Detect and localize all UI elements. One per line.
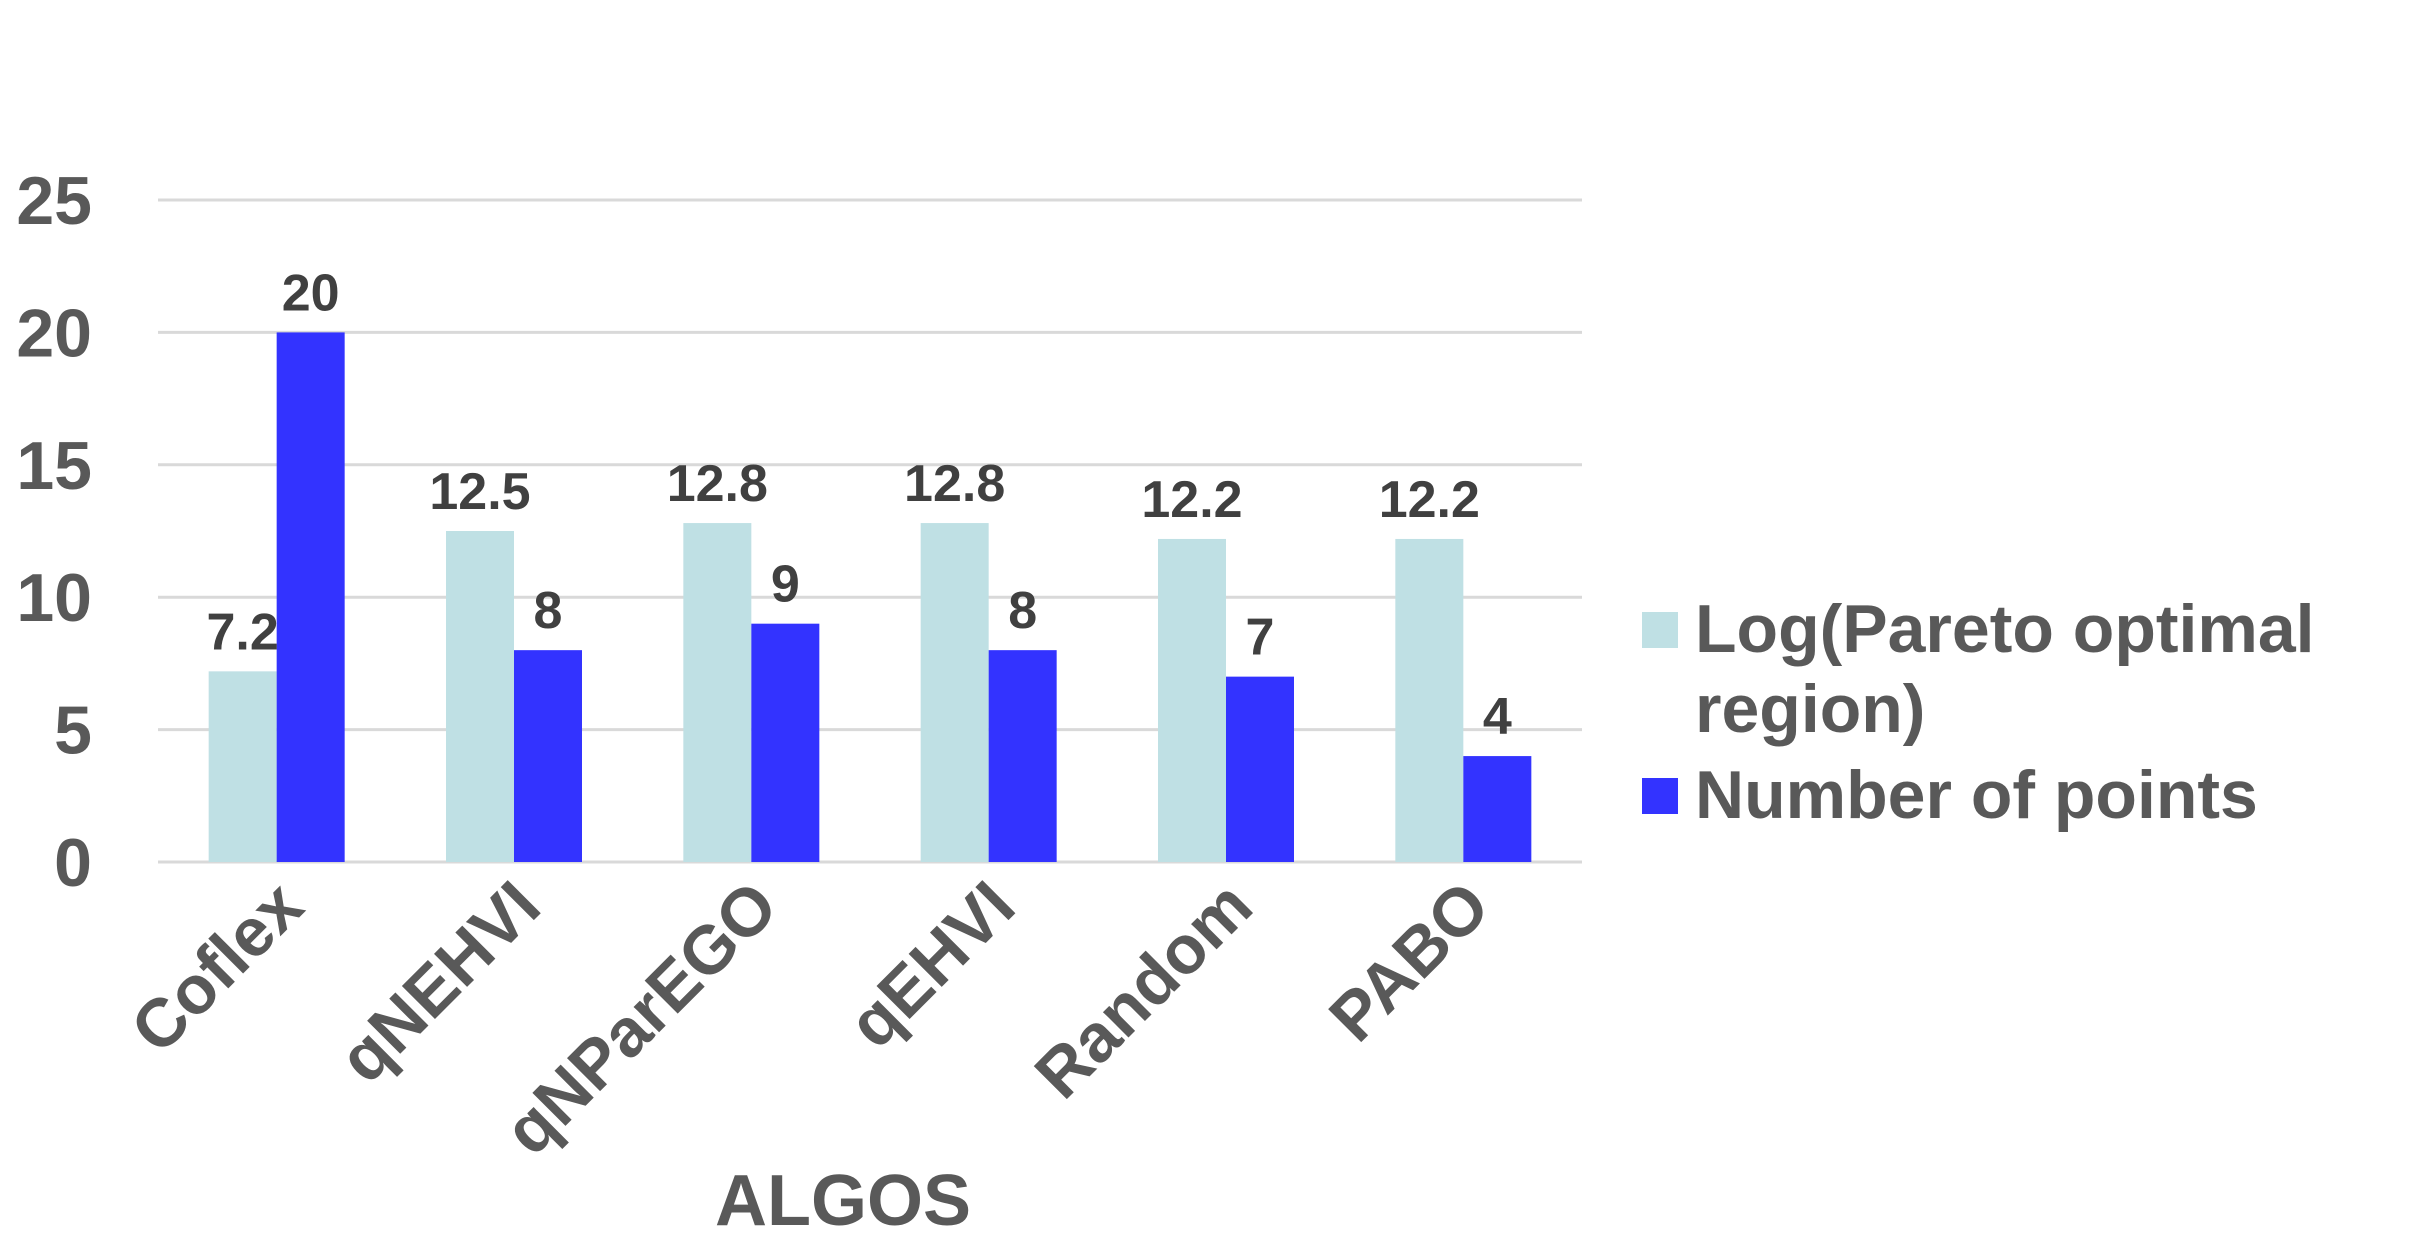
bar-log-pareto-qnehvi [446, 531, 514, 862]
x-tick-label: PABO [1315, 867, 1504, 1056]
bar-num-points-coflex [276, 332, 345, 862]
bar-log-pareto-coflex [208, 671, 277, 862]
legend-swatch-log-pareto [1642, 612, 1678, 648]
bar-log-pareto-qnparego [683, 523, 752, 862]
x-tick-label: qEHVI [834, 867, 1029, 1062]
x-axis-title: ALGOS [715, 1161, 971, 1241]
x-tick-label: Random [1021, 867, 1267, 1113]
data-label: 9 [771, 556, 800, 614]
x-tick-label: Coflex [117, 867, 318, 1068]
data-label: 8 [534, 582, 563, 640]
data-label: 12.8 [904, 455, 1005, 513]
bar-num-points-qnparego [751, 623, 820, 862]
data-label: 12.5 [429, 463, 530, 521]
y-tick-label: 0 [54, 825, 92, 901]
data-label: 12.8 [667, 455, 768, 513]
bars [208, 332, 1532, 862]
legend-label-log-pareto: Log(Pareto optimal region) [1695, 591, 2315, 747]
data-label: 7 [1246, 609, 1275, 667]
legend-swatch-num-points [1642, 778, 1678, 814]
bar-log-pareto-pabo [1395, 538, 1464, 862]
y-axis-ticks: 0 5 10 15 20 25 [16, 163, 92, 901]
y-tick-label: 25 [16, 163, 92, 239]
y-tick-label: 10 [16, 560, 92, 636]
data-label: 12.2 [1141, 471, 1242, 529]
data-label: 7.2 [207, 603, 279, 661]
data-label: 8 [1008, 582, 1037, 640]
data-label: 12.2 [1379, 471, 1480, 529]
bar-log-pareto-random [1158, 538, 1226, 862]
bar-num-points-pabo [1463, 756, 1532, 862]
legend-label-num-points: Number of points [1695, 757, 2258, 833]
x-tick-label: qNEHVI [325, 867, 555, 1097]
bar-log-pareto-qehvi [920, 523, 989, 862]
legend: Log(Pareto optimal region) Number of point… [1642, 591, 2315, 833]
bar-num-points-qnehvi [514, 650, 582, 862]
bar-num-points-qehvi [988, 650, 1057, 862]
bar-num-points-random [1226, 676, 1294, 862]
data-label: 4 [1483, 688, 1512, 746]
y-tick-label: 20 [16, 295, 92, 371]
gridlines [158, 198, 1582, 864]
data-label: 20 [282, 264, 340, 322]
y-tick-label: 15 [16, 428, 92, 504]
y-tick-label: 5 [54, 693, 92, 769]
